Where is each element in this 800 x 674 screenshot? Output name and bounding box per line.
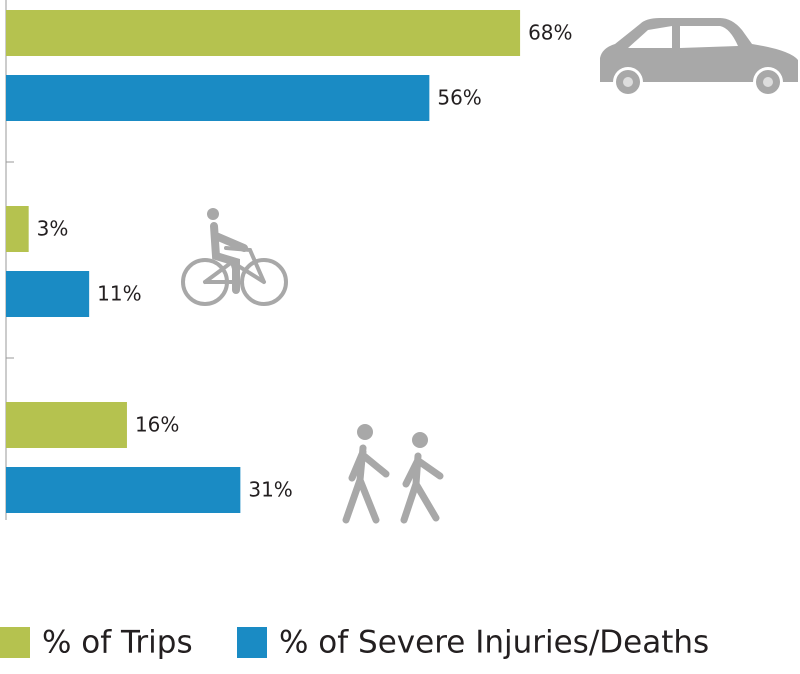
bar	[6, 467, 241, 513]
value-label: 11%	[97, 282, 141, 306]
value-label: 3%	[37, 217, 69, 241]
bar	[6, 75, 430, 121]
legend-swatch	[0, 627, 30, 658]
value-label: 56%	[437, 86, 481, 110]
value-label: 16%	[135, 413, 179, 437]
bicycle-icon	[181, 208, 288, 306]
legend-swatch	[237, 627, 267, 658]
bar	[6, 10, 521, 56]
value-label: 31%	[248, 478, 292, 502]
legend-label: % of Trips	[42, 625, 193, 661]
value-label: 68%	[528, 21, 572, 45]
bar	[6, 271, 90, 317]
pedestrian-icon	[342, 424, 444, 524]
bar	[6, 206, 29, 252]
bar	[6, 402, 127, 448]
car-icon	[600, 18, 798, 97]
legend-label: % of Severe Injuries/Deaths	[279, 625, 709, 661]
